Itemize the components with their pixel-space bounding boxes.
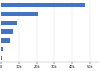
Bar <box>1 12 38 16</box>
Bar <box>1 56 2 60</box>
Bar <box>1 3 85 7</box>
Bar <box>1 21 17 25</box>
Bar <box>1 47 3 51</box>
Bar <box>1 38 10 43</box>
Bar <box>1 29 14 34</box>
